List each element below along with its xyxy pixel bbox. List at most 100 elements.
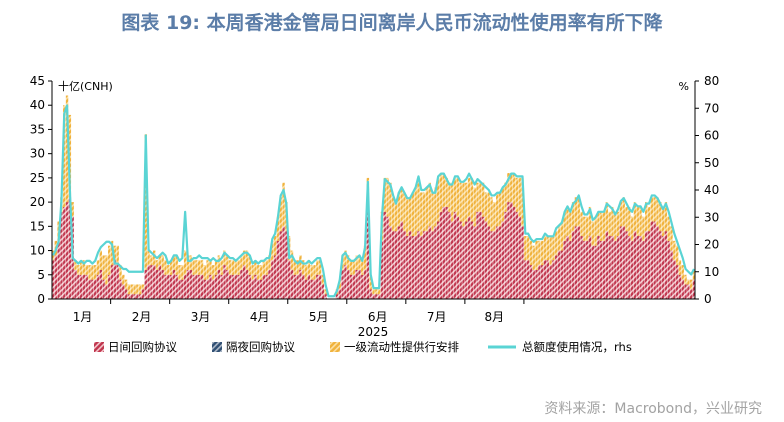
bar-intraday (616, 236, 620, 299)
bar-intraday (178, 279, 181, 299)
bar-liquidity (209, 260, 212, 275)
bar-liquidity (74, 260, 77, 270)
bar-liquidity (490, 197, 493, 232)
y-tick-label-left: 45 (30, 74, 45, 88)
bar-intraday (316, 274, 319, 299)
bar-intraday (352, 274, 356, 299)
x-tick-label: 2月 (132, 310, 152, 324)
bar-liquidity (681, 265, 684, 280)
bar-intraday (614, 240, 617, 299)
bar-intraday (414, 236, 417, 299)
legend-label-intraday: 日间回购协议 (108, 340, 177, 354)
bar-liquidity (510, 173, 513, 203)
bar-intraday (223, 265, 226, 299)
bar-liquidity (321, 274, 325, 285)
bar-intraday (155, 269, 159, 299)
line-group (52, 104, 695, 298)
bar-intraday (271, 260, 274, 299)
bar-liquidity (203, 265, 207, 280)
bar-liquidity (661, 206, 665, 237)
bar-liquidity (481, 182, 485, 217)
bar-liquidity (161, 255, 164, 270)
bar-intraday (147, 265, 150, 299)
bar-liquidity (200, 260, 204, 275)
bar-liquidity (611, 206, 614, 237)
bar-liquidity (136, 284, 139, 295)
bar-intraday (535, 269, 538, 299)
bar-liquidity (361, 260, 364, 275)
bar-liquidity (535, 240, 538, 270)
legend-swatch-intraday (94, 342, 104, 352)
bar-intraday (678, 274, 682, 299)
bar-intraday (119, 279, 122, 299)
bar-intraday (141, 289, 145, 299)
bar-liquidity (93, 265, 97, 280)
bar-intraday (487, 226, 490, 299)
y-tick-label-right: 30 (704, 210, 719, 224)
bar-liquidity (588, 206, 592, 237)
bar-liquidity (389, 182, 392, 227)
bar-liquidity (85, 265, 88, 275)
bar-intraday (557, 250, 561, 299)
bar-liquidity (571, 202, 575, 232)
bar-intraday (91, 279, 94, 299)
bar-intraday (689, 289, 693, 299)
bar-liquidity (538, 240, 541, 266)
bar-intraday (608, 236, 611, 299)
bar-intraday (124, 289, 128, 299)
bar-intraday (237, 274, 240, 299)
bar-intraday (245, 269, 249, 299)
bar-liquidity (493, 202, 496, 232)
bar-liquidity (178, 265, 181, 280)
bar-liquidity (675, 245, 679, 266)
bar-intraday (386, 216, 389, 299)
bar-liquidity (273, 236, 277, 256)
bar-intraday (451, 221, 454, 299)
bar-intraday (524, 260, 527, 299)
bar-intraday (74, 269, 77, 299)
bar-intraday (687, 284, 690, 299)
bar-liquidity (217, 255, 221, 270)
bar-intraday (428, 226, 431, 299)
bar-liquidity (251, 265, 254, 280)
bar-intraday (257, 279, 260, 299)
bar-liquidity (195, 260, 198, 275)
bar-intraday (372, 294, 375, 299)
x-tick-label: 3月 (191, 310, 211, 324)
bar-intraday (299, 269, 302, 299)
bar-liquidity (456, 177, 460, 217)
bar-liquidity (614, 211, 617, 241)
bar-liquidity (240, 255, 243, 270)
y-tick-label-right: 0 (704, 292, 712, 306)
bar-liquidity (515, 177, 519, 212)
bar-liquidity (102, 255, 105, 280)
bar-liquidity (507, 173, 510, 203)
bar-intraday (667, 240, 670, 299)
bar-liquidity (372, 289, 375, 295)
bar-liquidity (63, 105, 66, 207)
bar-intraday (664, 231, 668, 299)
bar-liquidity (307, 260, 311, 275)
bar-liquidity (467, 177, 471, 217)
bar-liquidity (144, 134, 147, 270)
bar-liquidity (259, 265, 263, 280)
bar-intraday (302, 274, 305, 299)
x-axis-label: 2025 (358, 325, 389, 339)
y-tick-label-right: 50 (704, 156, 719, 170)
bar-liquidity (526, 236, 530, 261)
bar-intraday (158, 265, 162, 299)
bar-intraday (93, 279, 97, 299)
bar-liquidity (597, 211, 600, 237)
bar-liquidity (355, 255, 358, 270)
bar-liquidity (687, 279, 690, 285)
bar-liquidity (394, 202, 398, 232)
bar-intraday (169, 274, 173, 299)
bar-liquidity (133, 284, 136, 295)
bar-intraday (369, 289, 372, 299)
bar-liquidity (158, 255, 162, 266)
bar-liquidity (689, 279, 693, 290)
bar-liquidity (257, 265, 260, 280)
bar-liquidity (153, 250, 156, 266)
y-tick-label-left: 30 (30, 147, 45, 161)
